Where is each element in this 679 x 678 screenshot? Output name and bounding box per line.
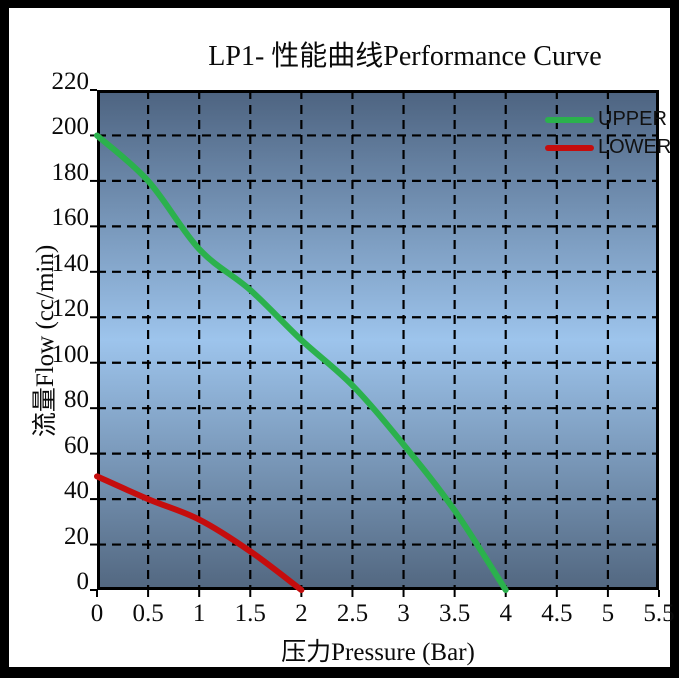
x-tick-label: 5 [601, 600, 615, 627]
x-tick-label: 3.5 [439, 600, 471, 627]
y-tick-label: 60 [64, 431, 89, 459]
y-tick-label: 200 [51, 113, 90, 141]
chart-title: LP1- 性能曲线Performance Curve [208, 41, 602, 72]
x-tick-label: 3 [397, 600, 410, 627]
x-tick-label: 4 [499, 600, 512, 627]
y-tick-label: 120 [51, 295, 90, 323]
x-tick-label: 1 [192, 600, 206, 627]
x-tick-label: 2.5 [336, 600, 369, 627]
legend-line-upper [545, 116, 594, 123]
legend: UPPER LOWER [545, 109, 671, 158]
x-axis-title: 压力Pressure (Bar) [281, 639, 475, 666]
y-tick-label: 20 [64, 522, 89, 550]
x-tick-label: 0 [90, 600, 104, 627]
x-tick-label: 0.5 [132, 600, 164, 627]
legend-label-upper: UPPER [598, 108, 667, 130]
y-tick-label: 80 [64, 386, 89, 414]
legend-item-upper: UPPER [545, 109, 671, 130]
x-tick-label: 5.5 [643, 600, 675, 627]
x-tick-label: 1.5 [234, 600, 266, 627]
legend-line-lower [545, 144, 594, 151]
legend-label-lower: LOWER [598, 136, 672, 158]
x-tick-label: 2 [295, 600, 308, 627]
chart-panel: LP1- 性能曲线Performance Curve 流量Flow (cc/mi… [9, 8, 675, 667]
x-tick-label: 4.5 [541, 600, 573, 627]
series-line-lower [94, 473, 305, 593]
legend-item-lower: LOWER [545, 137, 671, 158]
y-tick-label: 40 [64, 477, 89, 505]
series-line-upper [94, 132, 509, 593]
y-tick-label: 160 [51, 204, 90, 232]
plot-area: UPPER LOWER [90, 89, 671, 597]
y-tick-label: 180 [51, 158, 90, 186]
y-tick-label: 100 [51, 340, 90, 368]
y-tick-label: 0 [76, 568, 90, 595]
y-tick-label: 220 [51, 68, 90, 95]
y-tick-label: 140 [51, 249, 90, 277]
plot-svg [90, 89, 660, 597]
